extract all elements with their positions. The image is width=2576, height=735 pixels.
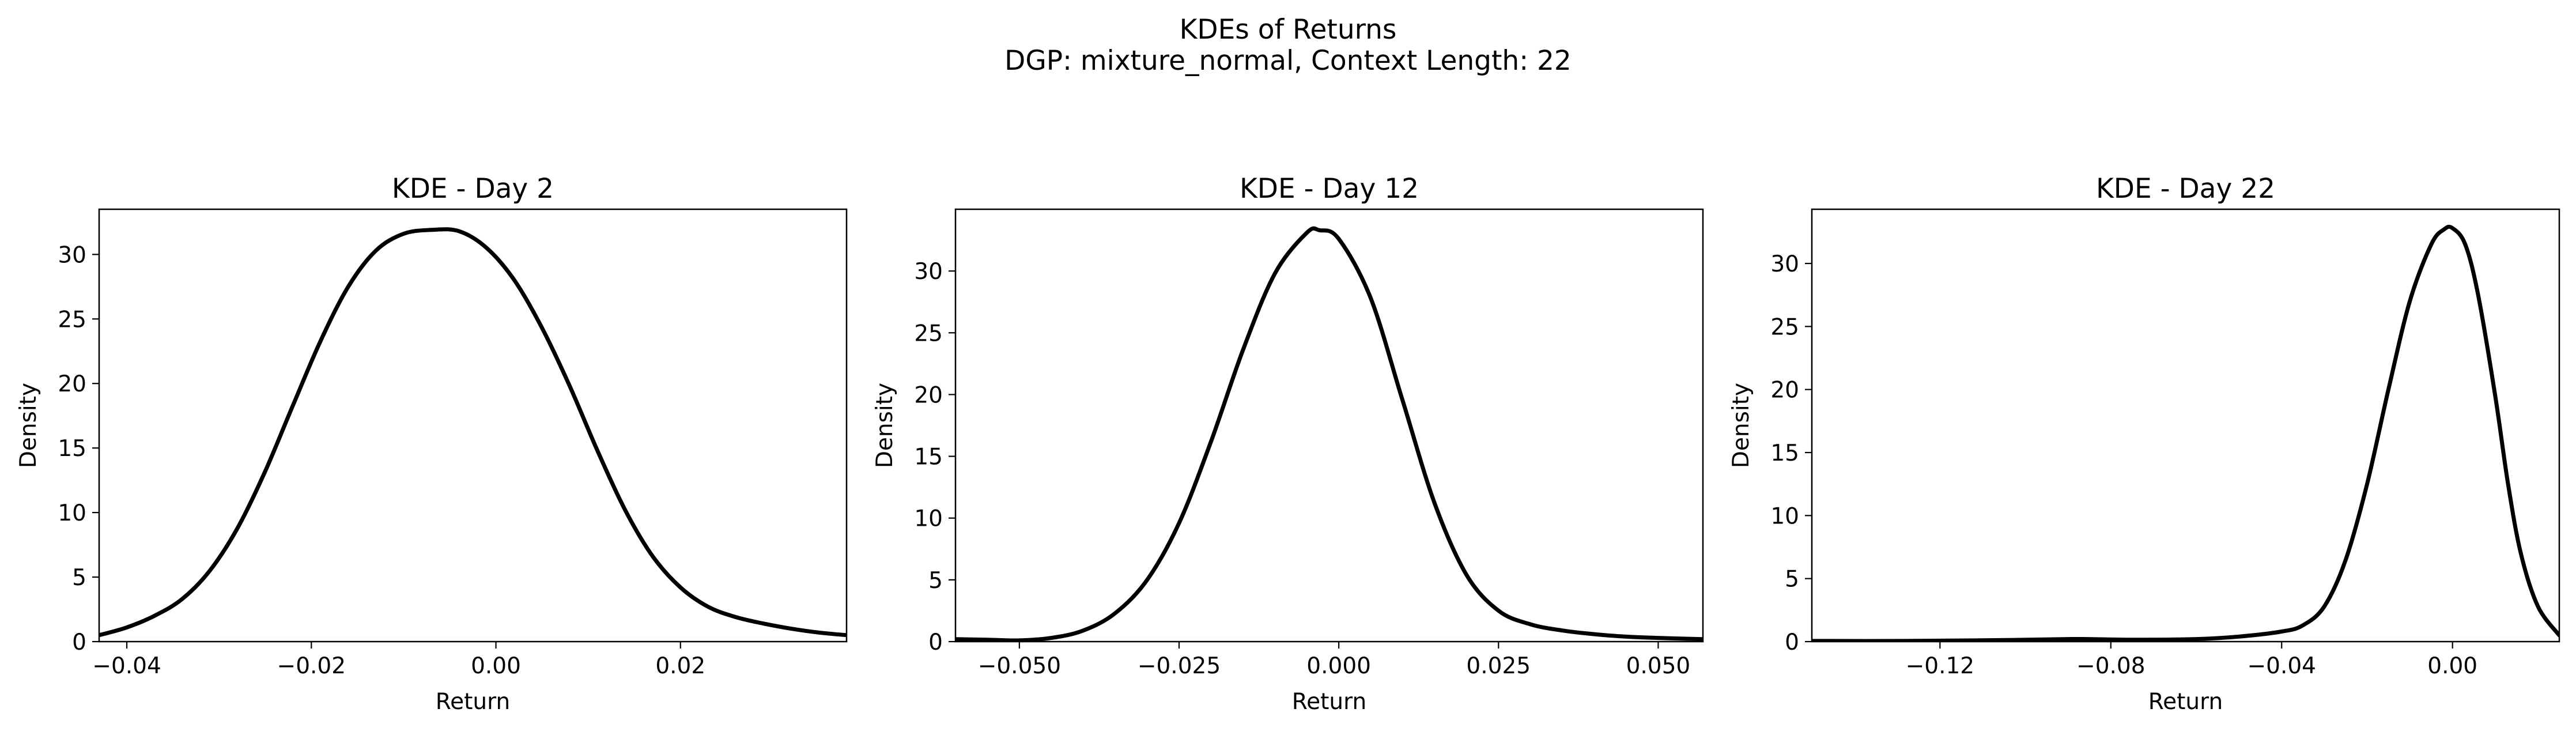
chart-2-xlabel: Return (1292, 689, 1366, 715)
chart-2-ylabel: Density (872, 383, 898, 468)
chart-1: KDE - Day 2 −0.04 −0.02 0.00 0.02 0 5 10 15 20 25 3… (16, 173, 848, 715)
chart-2-xtick-label: −0.025 (1138, 653, 1221, 679)
chart-1-ytick-label: 5 (72, 565, 86, 591)
chart-3-ylabel: Density (1728, 383, 1754, 468)
chart-3-ytick-label: 5 (1785, 567, 1799, 593)
chart-3-ytick-label: 25 (1770, 314, 1799, 340)
chart-2-ytick-label: 0 (928, 630, 943, 655)
chart-3-kde-line (1812, 224, 2559, 642)
chart-3-ytick-label: 30 (1770, 251, 1799, 277)
chart-1-xtick-label: −0.04 (92, 653, 161, 679)
chart-1-xlabel: Return (436, 689, 510, 715)
chart-1-kde-line (99, 227, 847, 638)
chart-2-ytick-label: 25 (914, 321, 943, 346)
chart-2-xtick-label: 0.000 (1306, 653, 1371, 679)
figure-title: KDEs of Returns (1179, 14, 1397, 46)
chart-1-xtick-label: −0.02 (277, 653, 346, 679)
chart-1-xtick-label: 0.00 (471, 653, 521, 679)
chart-1-ytick-label: 10 (58, 500, 86, 526)
chart-3-axes-frame (1811, 208, 2560, 643)
chart-3-xtick-label: −0.12 (1906, 653, 1975, 679)
chart-3-xlabel: Return (2148, 689, 2223, 715)
chart-2-kde-line (955, 226, 1703, 642)
chart-3-ytick-label: 10 (1770, 503, 1799, 529)
chart-1-ytick-label: 25 (58, 307, 86, 333)
chart-2: KDE - Day 12 −0.050 −0.025 0.000 0.025 0.050 0… (872, 173, 1704, 715)
chart-1-ytick-label: 20 (58, 371, 86, 397)
chart-2-xtick-label: −0.050 (978, 653, 1061, 679)
chart-1-ytick-label: 30 (58, 242, 86, 268)
chart-2-xtick-label: 0.025 (1466, 653, 1531, 679)
chart-1-ytick-label: 15 (58, 436, 86, 462)
chart-2-ytick-label: 15 (914, 444, 943, 470)
chart-1-title: KDE - Day 2 (392, 173, 554, 205)
chart-1-xtick-label: 0.02 (655, 653, 705, 679)
chart-2-xtick-label: 0.050 (1626, 653, 1691, 679)
figure-subtitle: DGP: mixture_normal, Context Length: 22 (1004, 45, 1572, 77)
chart-2-ytick-label: 20 (914, 382, 943, 408)
chart-1-axes-frame (98, 208, 848, 643)
chart-3-ytick-label: 15 (1770, 440, 1799, 466)
chart-3-xtick-label: 0.00 (2427, 653, 2477, 679)
chart-3-ytick-label: 20 (1770, 378, 1799, 404)
chart-3-xtick-label: −0.04 (2247, 653, 2316, 679)
chart-2-axes-frame (954, 208, 1704, 643)
chart-2-title: KDE - Day 12 (1240, 173, 1419, 205)
chart-2-ytick-label: 30 (914, 259, 943, 285)
chart-1-ytick-label: 0 (72, 630, 86, 655)
chart-1-ylabel: Density (16, 383, 41, 468)
chart-3-ytick-label: 0 (1785, 630, 1799, 655)
chart-3-title: KDE - Day 22 (2096, 173, 2275, 205)
chart-3-xtick-label: −0.08 (2076, 653, 2146, 679)
chart-2-ytick-label: 5 (928, 568, 943, 594)
chart-2-ytick-label: 10 (914, 506, 943, 532)
chart-3: KDE - Day 22 −0.12 −0.08 −0.04 0.00 0 5 10 15 20 2… (1728, 173, 2560, 715)
